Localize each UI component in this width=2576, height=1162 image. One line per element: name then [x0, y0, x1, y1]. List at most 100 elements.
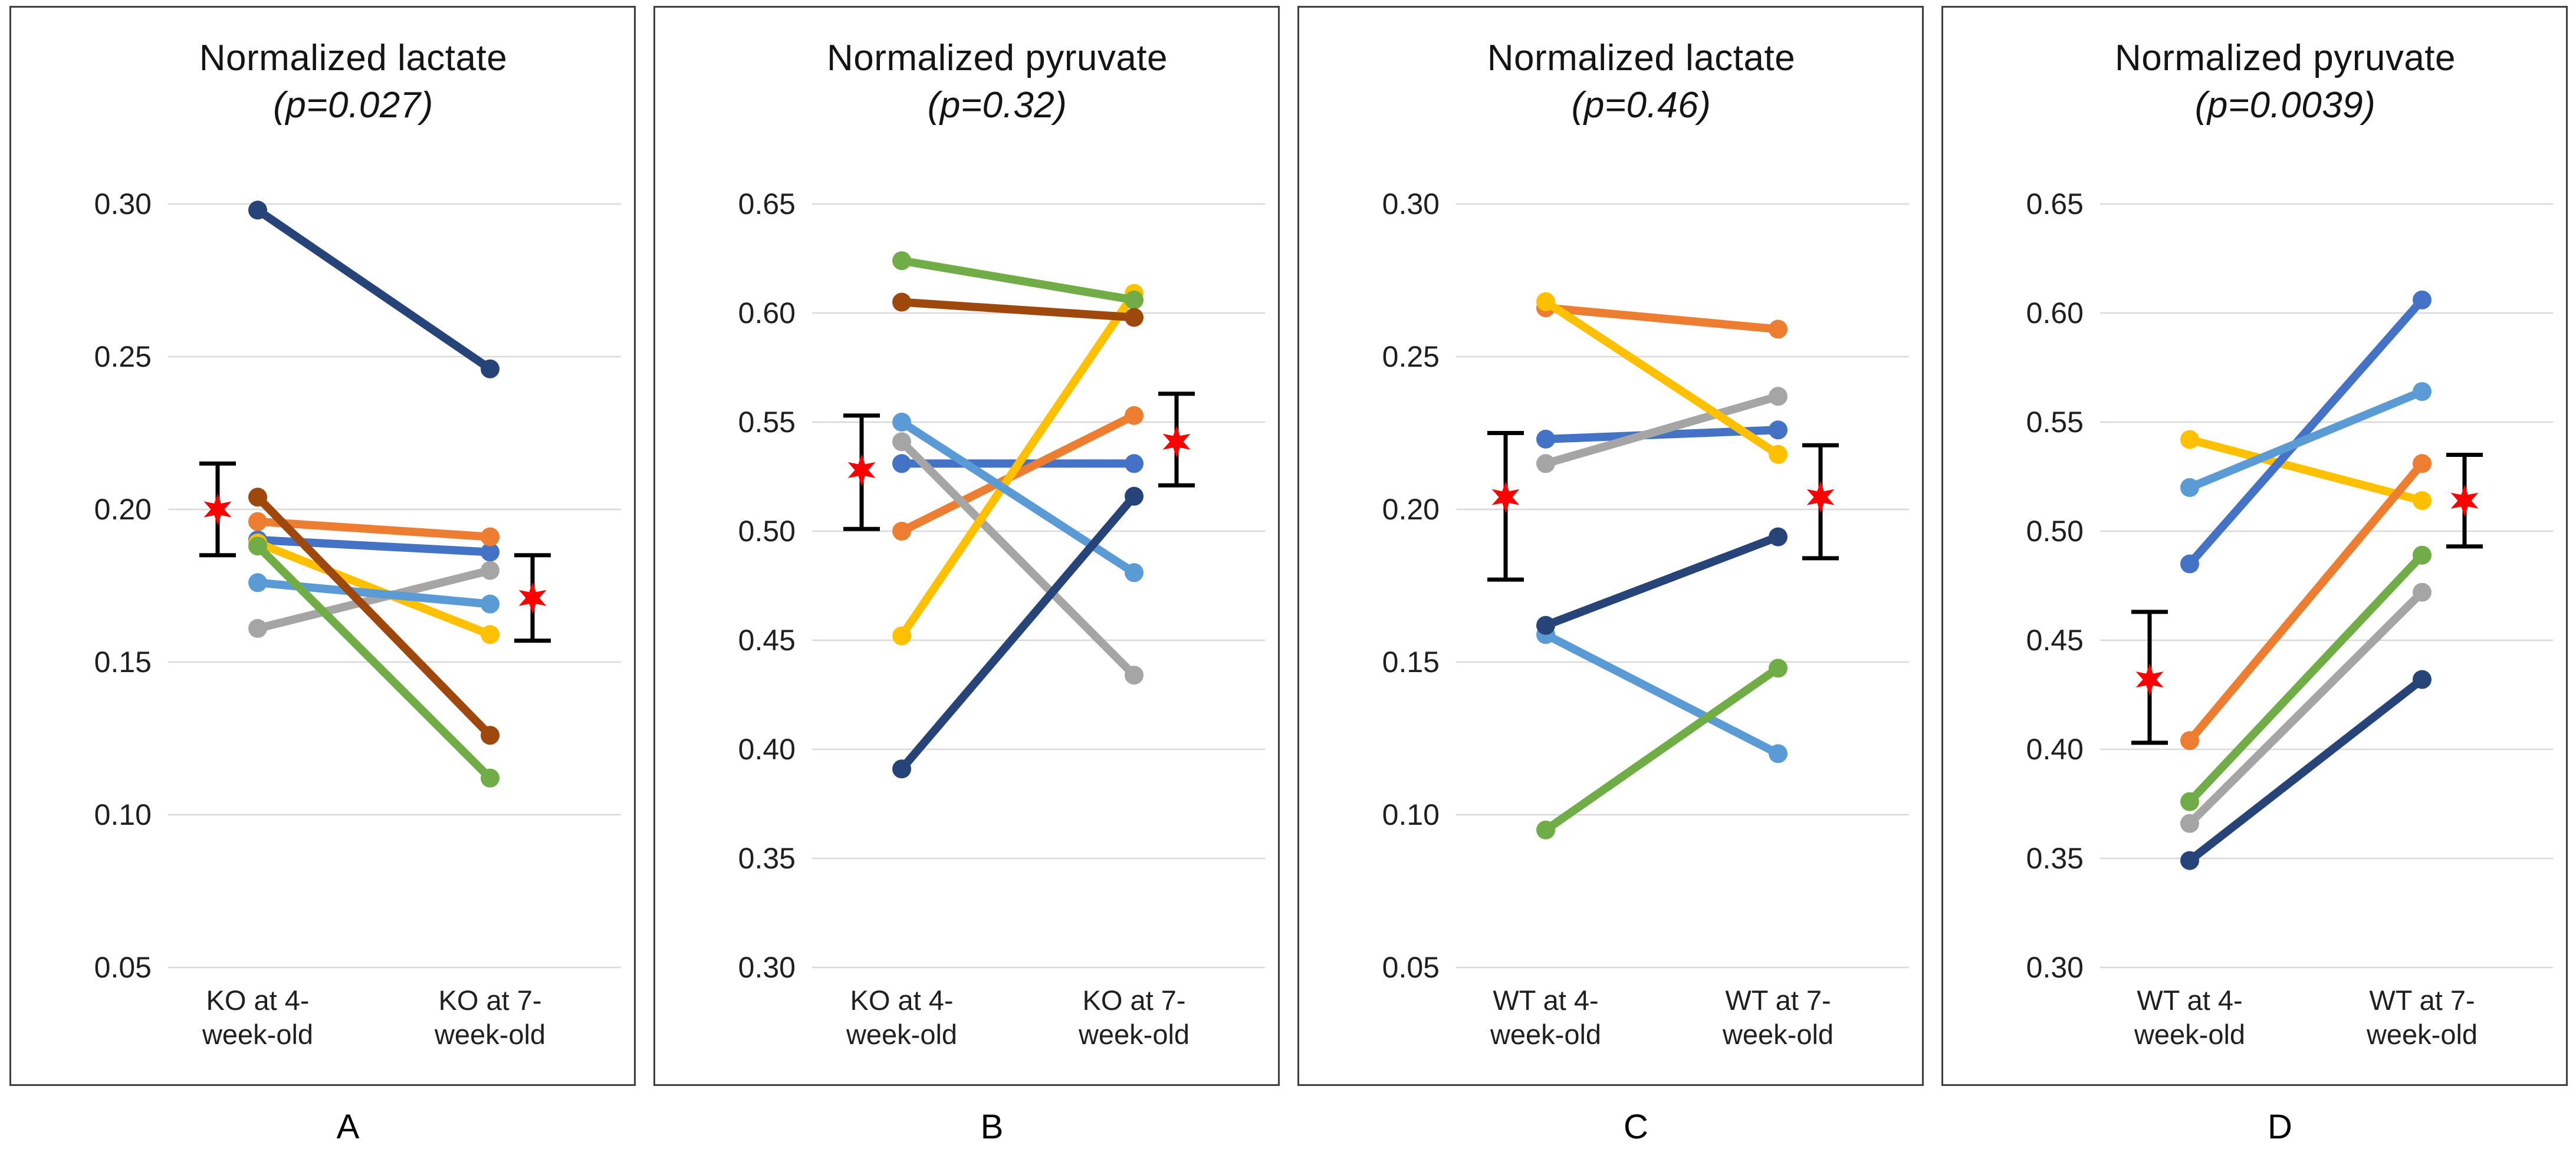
series-line-WT-mouse-7 [1542, 532, 1782, 630]
data-dot [248, 573, 267, 592]
panel-letter-B: B [980, 1108, 1004, 1146]
data-dot [1125, 563, 1144, 582]
slope-chart-B: 0.30 0.35 0.40 0.45 0.50 0.55 0.60 0.65 KO at 4-… [738, 187, 1265, 1050]
data-dot [2413, 670, 2432, 689]
series-line-KO-mouse-8 [254, 493, 494, 740]
y-tick-label: 0.55 [2026, 406, 2084, 439]
data-dot [481, 594, 500, 614]
panel-B: Normalized pyruvate (p=0.32) 0.30 0.35 0.4… [653, 6, 1280, 1146]
data-dot [2180, 430, 2199, 449]
panel-subtitle: (p=0.46) [1571, 85, 1711, 126]
data-dot [2180, 851, 2199, 870]
data-dot [1769, 659, 1788, 678]
series-line-KO-mouse-3 [254, 566, 494, 633]
category-label: WT at 7- [2369, 985, 2475, 1016]
category-label: WT at 4- [2137, 985, 2242, 1016]
panel-subtitle: (p=0.027) [273, 85, 433, 126]
slope-chart-D: 0.30 0.35 0.40 0.45 0.50 0.55 0.60 0.65 WT at 4-… [2026, 187, 2553, 1050]
series-line-WT-mouse-3 [1542, 392, 1782, 468]
series-line-WT-mouse-4 [2186, 435, 2426, 505]
category-label: week-old [1078, 1019, 1190, 1050]
series-line-WT-mouse-3 [2186, 588, 2426, 828]
series-line-WT-mouse-2 [1542, 304, 1782, 334]
mean-star-icon [2450, 485, 2479, 517]
y-tick-label: 0.10 [94, 798, 152, 831]
series-line-KO-mouse-5 [898, 418, 1138, 577]
y-tick-label: 0.60 [738, 297, 796, 330]
data-dot [1125, 308, 1144, 327]
y-tick-label: 0.25 [94, 340, 152, 373]
data-dot [892, 522, 911, 541]
data-dot [1769, 387, 1788, 406]
panel-letter-C: C [1624, 1108, 1648, 1146]
mean-star-icon [1162, 426, 1191, 458]
panel-A: Normalized lactate (p=0.027) 0.05 0.10 0.1… [9, 6, 636, 1146]
y-tick-label: 0.65 [738, 187, 796, 220]
category-label: week-old [2366, 1019, 2478, 1050]
category-label: week-old [1490, 1019, 1601, 1050]
series-line-WT-mouse-6 [1542, 664, 1782, 834]
data-dot [892, 432, 911, 452]
series-line-WT-mouse-4 [1542, 297, 1782, 459]
data-dot [892, 413, 911, 432]
data-dot [2180, 814, 2199, 833]
category-label: week-old [202, 1019, 313, 1050]
chart-title-C: Normalized lactate (p=0.46) [1330, 35, 1953, 129]
panel-box-C: Normalized lactate (p=0.46) 0.05 0.10 0.15… [1297, 6, 1924, 1086]
mean-star-icon [1806, 481, 1835, 513]
y-tick-label: 0.15 [1382, 646, 1440, 679]
y-tick-label: 0.40 [2026, 733, 2084, 766]
category-label: KO at 4- [850, 985, 953, 1016]
category-label: KO at 7- [438, 985, 541, 1016]
data-dot [1536, 820, 1555, 840]
data-dot [892, 759, 911, 779]
category-label: week-old [2134, 1019, 2245, 1050]
chart-title-A: Normalized lactate (p=0.027) [42, 35, 665, 129]
category-label: KO at 4- [206, 985, 309, 1016]
chart-title-B: Normalized pyruvate (p=0.32) [686, 35, 1309, 129]
data-dot [2180, 792, 2199, 811]
y-tick-label: 0.30 [1382, 187, 1440, 220]
data-dot [2413, 454, 2432, 473]
data-dot [481, 527, 500, 547]
series-line-WT-mouse-5 [1542, 630, 1782, 758]
data-dot [1769, 445, 1788, 464]
y-tick-label: 0.20 [94, 493, 152, 526]
y-tick-label: 0.20 [1382, 493, 1440, 526]
series-line-KO-mouse-3 [898, 437, 1138, 680]
y-tick-label: 0.25 [1382, 340, 1440, 373]
data-dot [2413, 545, 2432, 565]
panel-box-A: Normalized lactate (p=0.027) 0.05 0.10 0.1… [9, 6, 636, 1086]
series-line-WT-mouse-2 [2186, 459, 2426, 745]
series-line-KO-mouse-4 [898, 289, 1138, 640]
series-line-KO-mouse-2 [898, 411, 1138, 535]
mean-star-icon [203, 493, 232, 525]
category-label: WT at 4- [1493, 985, 1598, 1016]
data-dot [481, 726, 500, 745]
panel-C: Normalized lactate (p=0.46) 0.05 0.10 0.15… [1297, 6, 1924, 1146]
panel-D: Normalized pyruvate (p=0.0039) 0.30 0.35 0… [1941, 6, 2568, 1146]
data-dot [2413, 382, 2432, 401]
category-label: KO at 7- [1082, 985, 1185, 1016]
data-dot [892, 454, 911, 473]
series-line-KO-mouse-8 [898, 298, 1138, 322]
panel-letter-A: A [336, 1108, 360, 1146]
data-dot [1536, 615, 1555, 635]
y-tick-label: 0.50 [738, 515, 796, 548]
series-line-KO-mouse-1 [254, 535, 494, 557]
data-dot [2413, 290, 2432, 310]
category-label: week-old [434, 1019, 546, 1050]
data-dot [1769, 420, 1788, 440]
data-dot [1769, 320, 1788, 339]
y-tick-label: 0.55 [738, 406, 796, 439]
data-dot [1536, 429, 1555, 449]
mean-star-icon [518, 582, 547, 614]
data-dot [1536, 292, 1555, 311]
y-tick-label: 0.30 [94, 187, 152, 220]
y-tick-label: 0.45 [738, 624, 796, 657]
panel-title: Normalized lactate [199, 38, 508, 78]
data-dot [1769, 527, 1788, 547]
data-dot [248, 512, 267, 531]
y-tick-label: 0.30 [738, 951, 796, 984]
